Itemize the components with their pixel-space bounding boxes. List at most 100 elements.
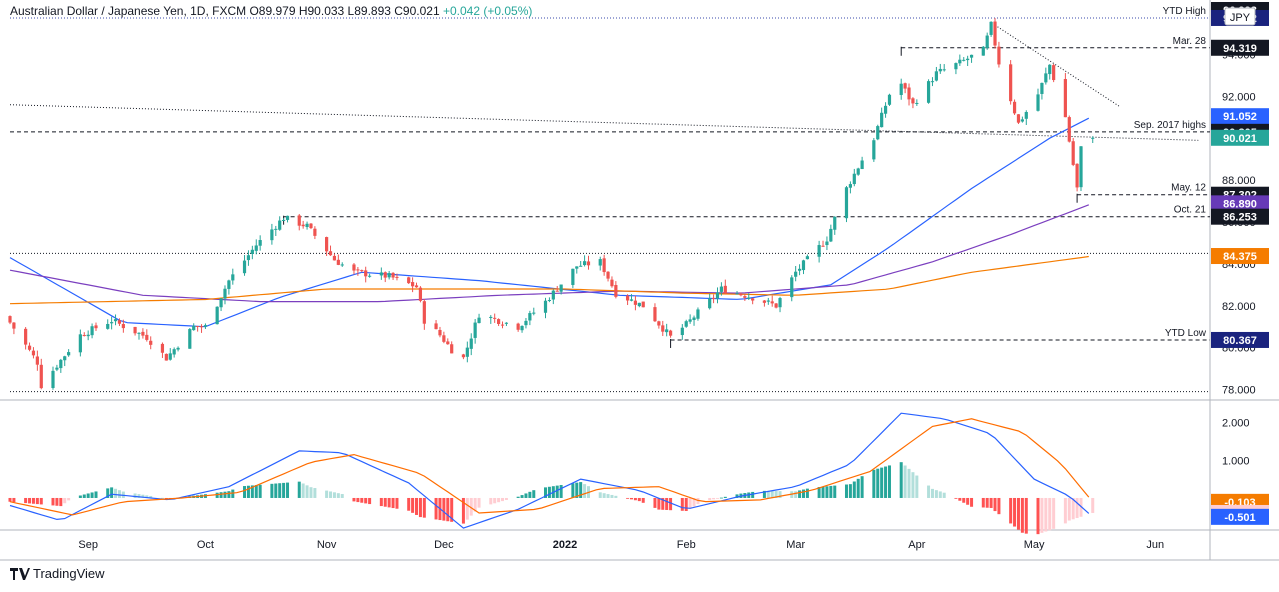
candle-body: [285, 215, 290, 220]
price-label: 94.319: [1223, 43, 1257, 55]
candle-body: [1071, 141, 1075, 165]
candle-body: [250, 249, 254, 254]
candle-body: [352, 264, 356, 271]
candle-body: [407, 277, 411, 284]
candle-body: [395, 276, 399, 278]
macd-histogram-bar: [856, 478, 860, 498]
macd-histogram-bar: [665, 497, 669, 510]
macd-histogram-bar: [254, 485, 258, 498]
macd-histogram-bar: [8, 497, 12, 502]
candle-body: [168, 353, 172, 360]
candle-body: [751, 298, 755, 301]
candle-body: [438, 329, 442, 336]
macd-histogram-bar: [899, 462, 903, 498]
macd-histogram-bar: [520, 495, 524, 498]
x-tick-label: Nov: [317, 539, 337, 551]
macd-histogram-bar: [82, 494, 86, 498]
candle-body: [82, 335, 86, 337]
macd-histogram-bar: [633, 497, 637, 501]
macd-histogram-bar: [465, 497, 469, 520]
macd-histogram-bar: [641, 497, 645, 503]
tradingview-logo-icon: [10, 567, 30, 580]
price-label: 84.375: [1223, 251, 1257, 263]
candle-body: [633, 300, 638, 305]
macd-histogram-bar: [610, 494, 614, 498]
signal-line: [9, 418, 1090, 516]
macd-histogram-bar: [821, 486, 825, 498]
candle-body: [954, 63, 958, 70]
candle-body: [942, 69, 946, 71]
macd-histogram-bar: [1009, 497, 1013, 524]
macd-histogram-bar: [629, 497, 633, 500]
ohlc-values: O89.979 H90.033 L89.893 C90.021: [249, 4, 440, 18]
candle-body: [559, 284, 563, 292]
candle-body: [876, 126, 880, 140]
macd-histogram-bar: [970, 497, 974, 507]
macd-histogram-bar: [418, 497, 422, 518]
macd-histogram-bar: [332, 492, 336, 498]
macd-histogram-bar: [1079, 497, 1083, 517]
macd-histogram-bar: [12, 497, 16, 503]
trendline: [994, 24, 1121, 108]
macd-histogram-bar: [411, 497, 415, 513]
candle-body: [962, 59, 966, 61]
currency-badge[interactable]: JPY: [1230, 12, 1251, 24]
tradingview-logo[interactable]: TradingView: [10, 566, 105, 581]
candle-body: [1063, 79, 1067, 118]
candle-body: [629, 299, 634, 301]
candle-body: [356, 269, 360, 271]
candle-body: [547, 300, 552, 302]
candle-body: [145, 334, 149, 340]
candle-body: [176, 347, 180, 350]
macd-histogram-bar: [227, 491, 231, 498]
candle-body: [67, 352, 71, 356]
candle-body: [997, 46, 1001, 65]
candle-body: [1012, 101, 1017, 114]
macd-histogram-bar: [63, 497, 67, 504]
candle-body: [219, 298, 223, 308]
candle-body: [110, 322, 114, 324]
price-label-bg: [1211, 129, 1269, 146]
macd-histogram-bar: [243, 486, 247, 498]
macd-histogram-bar: [516, 496, 520, 498]
macd-histogram-bar: [301, 483, 305, 498]
candle-body: [684, 321, 688, 327]
macd-histogram-bar: [86, 493, 90, 498]
candle-body: [739, 294, 743, 296]
candle-body: [39, 364, 43, 389]
candle-body: [434, 323, 438, 330]
symbol-title[interactable]: Australian Dollar / Japanese Yen, 1D, FX…: [10, 4, 247, 18]
price-label-bg: [1211, 248, 1269, 265]
candle-body: [387, 273, 391, 278]
candle-body: [360, 270, 364, 272]
candle-body: [934, 71, 938, 81]
candle-body: [418, 287, 423, 301]
candle-body: [1044, 73, 1048, 83]
x-tick-label: 2022: [553, 539, 577, 551]
macd-histogram-bar: [708, 497, 712, 501]
candle-body: [493, 317, 497, 319]
macd-histogram-bar: [24, 497, 28, 504]
macd-histogram-bar: [555, 485, 559, 498]
macd-histogram-bar: [805, 488, 809, 498]
macd-histogram-bar: [958, 497, 962, 501]
candle-body: [829, 228, 833, 242]
macd-histogram-bar: [149, 495, 153, 498]
candle-body: [602, 258, 606, 273]
candle-body: [496, 319, 501, 324]
candle-body: [469, 338, 473, 349]
macd-histogram-bar: [930, 488, 934, 498]
candle-body: [86, 334, 90, 337]
candle-body: [598, 259, 602, 266]
macd-histogram-bar: [852, 481, 856, 498]
price-label: 90.021: [1223, 133, 1257, 145]
macd-histogram-bar: [286, 482, 290, 498]
candle-body: [254, 245, 258, 251]
macd-histogram-bar: [461, 497, 465, 524]
candle-body: [305, 223, 309, 228]
candle-body: [723, 285, 727, 294]
level-annotation: YTD High: [1163, 6, 1206, 17]
macd-histogram-bar: [160, 497, 164, 499]
candle-body: [520, 325, 524, 331]
